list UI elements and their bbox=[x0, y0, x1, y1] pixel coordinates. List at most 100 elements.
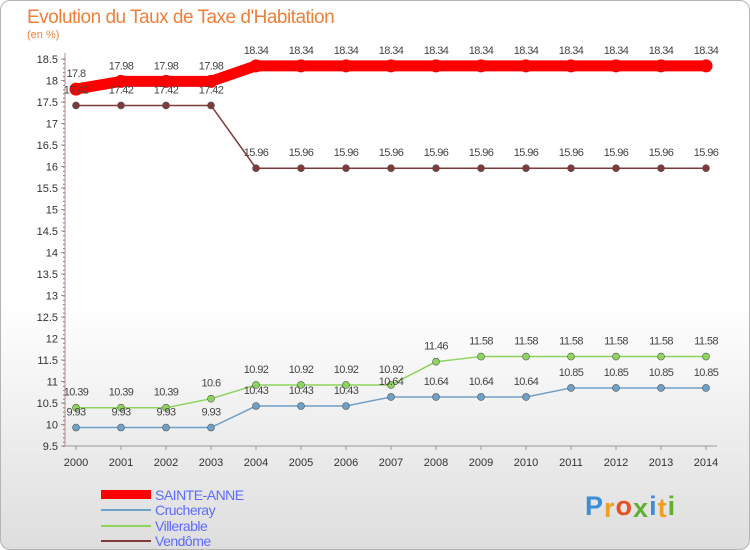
data-point bbox=[162, 101, 170, 110]
legend-item: Vendôme bbox=[101, 533, 211, 549]
y-minor-tick bbox=[63, 278, 65, 280]
data-label: 18.34 bbox=[559, 45, 584, 57]
data-label: 17.42 bbox=[64, 84, 89, 96]
data-label: 18.34 bbox=[649, 45, 674, 57]
y-minor-tick bbox=[63, 398, 65, 400]
y-minor-tick bbox=[63, 59, 65, 60]
y-minor-tick bbox=[63, 317, 65, 318]
y-minor-tick bbox=[63, 338, 65, 340]
y-minor-tick bbox=[63, 261, 65, 263]
y-tick-label: 17.5 bbox=[37, 97, 58, 109]
y-minor-tick bbox=[63, 424, 65, 426]
y-minor-tick bbox=[63, 390, 65, 392]
x-tick-label: 2001 bbox=[109, 457, 133, 469]
data-point bbox=[657, 352, 665, 361]
data-point bbox=[162, 403, 170, 412]
y-minor-tick bbox=[63, 407, 65, 409]
data-point bbox=[339, 59, 353, 73]
y-minor-tick bbox=[63, 415, 65, 417]
y-tick-label: 15.5 bbox=[37, 183, 58, 195]
data-point bbox=[612, 384, 620, 392]
legend-swatch bbox=[101, 509, 151, 511]
y-tick-label: 15 bbox=[46, 205, 58, 217]
data-point bbox=[564, 59, 578, 73]
data-label: 10.6 bbox=[201, 378, 220, 390]
data-point bbox=[72, 423, 80, 432]
data-label: 10.64 bbox=[379, 376, 404, 388]
y-minor-tick bbox=[63, 299, 65, 301]
y-minor-tick bbox=[63, 446, 65, 447]
y-minor-tick bbox=[63, 239, 65, 241]
y-minor-tick bbox=[63, 351, 65, 353]
y-tick-label: 12 bbox=[46, 334, 58, 346]
data-label: 15.96 bbox=[424, 147, 449, 159]
data-point bbox=[609, 59, 623, 73]
y-minor-tick bbox=[63, 360, 65, 361]
y-minor-tick bbox=[63, 377, 65, 379]
y-minor-tick bbox=[63, 248, 65, 250]
data-point bbox=[477, 393, 485, 401]
data-label: 11.58 bbox=[559, 336, 583, 348]
data-label: 10.43 bbox=[334, 385, 359, 397]
data-label: 15.96 bbox=[289, 147, 314, 159]
data-point bbox=[699, 59, 713, 73]
y-minor-tick bbox=[63, 123, 65, 125]
y-minor-tick bbox=[63, 226, 65, 228]
y-minor-tick bbox=[63, 166, 65, 168]
data-point bbox=[429, 59, 443, 73]
y-minor-tick bbox=[63, 329, 65, 331]
data-label: 10.64 bbox=[469, 376, 494, 388]
x-tick-label: 2010 bbox=[514, 457, 538, 469]
data-point bbox=[474, 59, 488, 73]
y-minor-tick bbox=[63, 213, 65, 215]
y-tick-label: 10.5 bbox=[37, 398, 58, 410]
x-tick-label: 2012 bbox=[604, 457, 628, 469]
y-minor-tick bbox=[63, 84, 65, 86]
y-minor-tick bbox=[63, 265, 65, 267]
y-minor-tick bbox=[63, 274, 65, 275]
x-tick-label: 2008 bbox=[424, 457, 448, 469]
data-label: 15.96 bbox=[649, 147, 674, 159]
data-label: 15.96 bbox=[379, 147, 404, 159]
y-minor-tick bbox=[63, 132, 65, 134]
data-point bbox=[522, 164, 530, 173]
legend-item: Villerable bbox=[101, 518, 208, 534]
y-tick-label: 10 bbox=[46, 420, 58, 432]
y-minor-tick bbox=[63, 231, 65, 232]
proxiti-logo: Proxiti bbox=[585, 491, 677, 523]
x-tick-label: 2011 bbox=[559, 457, 583, 469]
data-label: 11.58 bbox=[604, 336, 628, 348]
data-label: 17.98 bbox=[154, 60, 179, 72]
y-minor-tick bbox=[63, 110, 65, 112]
y-tick-label: 11 bbox=[47, 377, 58, 389]
x-tick-label: 2002 bbox=[154, 457, 178, 469]
data-label: 9.93 bbox=[111, 407, 130, 419]
y-minor-tick bbox=[63, 93, 65, 95]
data-point bbox=[297, 381, 305, 389]
data-point bbox=[252, 402, 260, 410]
data-point bbox=[567, 164, 575, 173]
y-minor-tick bbox=[63, 385, 65, 387]
data-point bbox=[384, 59, 398, 73]
y-minor-tick bbox=[63, 312, 65, 314]
data-label: 18.34 bbox=[379, 45, 404, 57]
data-point bbox=[657, 164, 665, 173]
x-tick-label: 2003 bbox=[199, 457, 223, 469]
y-minor-tick bbox=[63, 145, 65, 146]
y-minor-tick bbox=[63, 89, 65, 91]
y-minor-tick bbox=[63, 368, 65, 370]
y-minor-tick bbox=[63, 162, 65, 164]
y-minor-tick bbox=[63, 157, 65, 159]
data-point bbox=[654, 59, 668, 73]
data-label: 18.34 bbox=[514, 45, 539, 57]
y-minor-tick bbox=[63, 153, 65, 155]
data-label: 10.43 bbox=[289, 385, 314, 397]
data-label: 10.64 bbox=[424, 376, 449, 388]
data-point bbox=[342, 402, 350, 410]
data-label: 17.8 bbox=[66, 68, 85, 80]
y-minor-tick bbox=[63, 372, 65, 374]
data-label: 10.92 bbox=[334, 364, 359, 376]
data-label: 11.58 bbox=[514, 336, 538, 348]
data-point bbox=[207, 101, 215, 110]
